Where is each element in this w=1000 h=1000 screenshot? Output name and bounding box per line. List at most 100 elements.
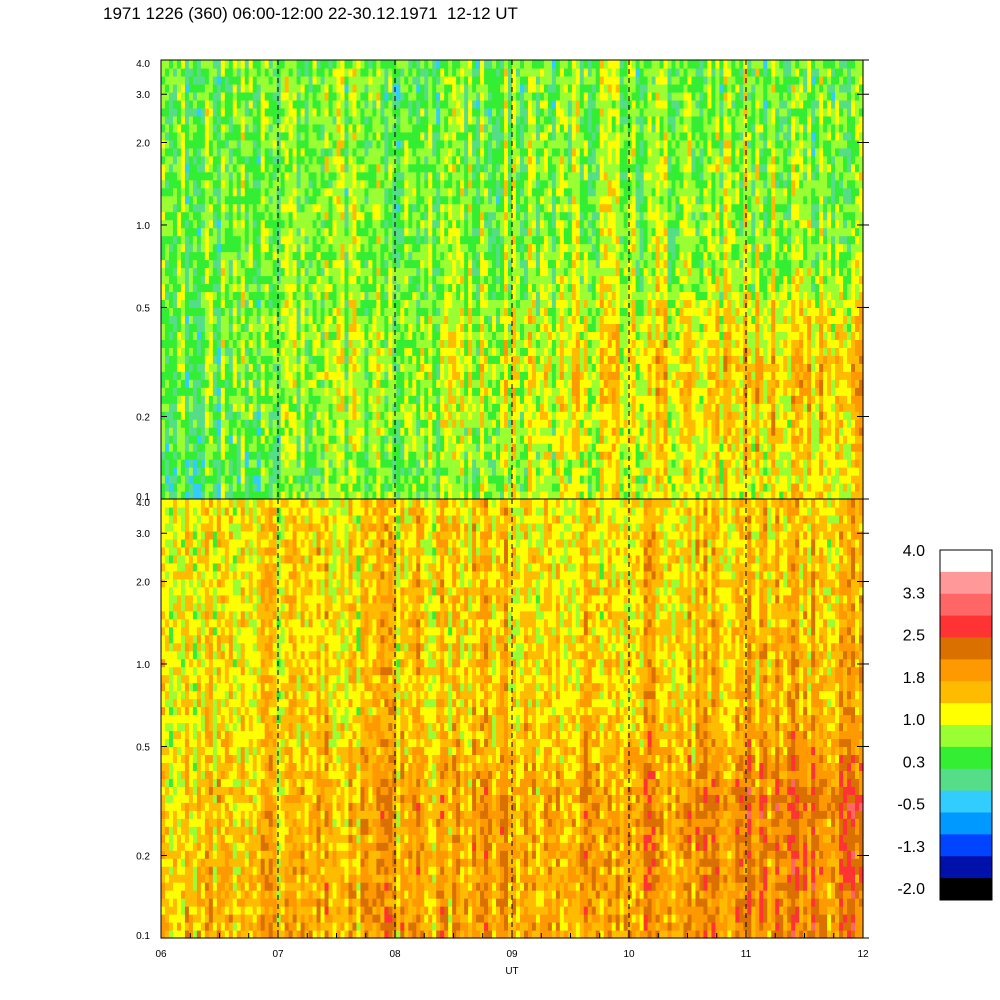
heatmap-cell: [380, 355, 385, 364]
heatmap-cell: [480, 107, 485, 117]
heatmap-cell: [404, 235, 409, 245]
heatmap-cell: [488, 451, 493, 460]
heatmap-cell: [480, 235, 485, 245]
heatmap-cell: [464, 75, 469, 85]
heatmap-cell: [412, 355, 417, 364]
heatmap-cell: [236, 99, 242, 109]
heatmap-cell: [312, 491, 318, 500]
heatmap-cell: [216, 435, 222, 444]
heatmap-cell: [212, 171, 218, 181]
heatmap-cell: [384, 211, 389, 221]
heatmap-cell: [316, 411, 322, 420]
heatmap-cell: [515, 75, 521, 85]
heatmap-cell: [212, 67, 218, 77]
heatmap-cell: [404, 60, 409, 69]
heatmap-cell: [508, 155, 513, 165]
heatmap-cell: [161, 251, 166, 261]
heatmap-cell: [256, 483, 262, 492]
heatmap-cell: [519, 315, 525, 324]
heatmap-cell: [296, 219, 302, 229]
heatmap-cell: [515, 275, 521, 285]
heatmap-cell: [396, 203, 401, 213]
heatmap-cell: [372, 363, 377, 372]
heatmap-cell: [240, 139, 246, 149]
heatmap-cell: [360, 443, 366, 452]
heatmap-cell: [420, 307, 425, 317]
heatmap-cell: [192, 427, 198, 436]
heatmap-cell: [172, 371, 178, 380]
heatmap-cell: [161, 459, 166, 468]
heatmap-cell: [220, 299, 226, 309]
heatmap-cell: [428, 419, 433, 428]
heatmap-cell: [188, 83, 194, 93]
heatmap-cell: [280, 139, 286, 149]
heatmap-cell: [460, 403, 465, 412]
heatmap-cell: [448, 291, 453, 301]
heatmap-cell: [364, 491, 370, 500]
heatmap-cell: [512, 355, 517, 364]
heatmap-cell: [284, 299, 290, 309]
heatmap-cell: [420, 363, 425, 372]
heatmap-cell: [344, 187, 350, 197]
heatmap-cell: [244, 291, 250, 301]
heatmap-cell: [480, 243, 485, 253]
heatmap-cell: [408, 227, 413, 237]
heatmap-cell: [496, 147, 501, 157]
heatmap-cell: [164, 227, 170, 237]
heatmap-cell: [184, 291, 190, 301]
heatmap-cell: [512, 83, 517, 93]
heatmap-cell: [248, 195, 254, 205]
heatmap-cell: [504, 99, 509, 109]
heatmap-cell: [452, 219, 457, 229]
heatmap-cell: [356, 475, 362, 484]
heatmap-cell: [260, 347, 266, 356]
heatmap-cell: [340, 139, 346, 149]
heatmap-cell: [412, 187, 417, 197]
heatmap-cell: [384, 491, 389, 500]
heatmap-cell: [360, 395, 366, 404]
heatmap-cell: [208, 283, 214, 293]
heatmap-cell: [400, 60, 405, 69]
heatmap-cell: [368, 459, 373, 468]
heatmap-cell: [384, 371, 389, 380]
heatmap-cell: [336, 123, 342, 133]
heatmap-cell: [416, 443, 421, 452]
heatmap-cell: [356, 275, 362, 285]
heatmap-cell: [232, 395, 238, 404]
heatmap-cell: [484, 459, 489, 468]
heatmap-cell: [436, 403, 441, 412]
heatmap-cell: [260, 443, 266, 452]
heatmap-cell: [176, 123, 182, 133]
heatmap-cell: [464, 251, 469, 261]
heatmap-cell: [236, 83, 242, 93]
heatmap-cell: [496, 123, 501, 133]
heatmap-cell: [504, 131, 509, 141]
heatmap-cell: [464, 179, 469, 189]
heatmap-cell: [280, 67, 286, 77]
heatmap-cell: [288, 443, 294, 452]
heatmap-cell: [400, 211, 405, 221]
heatmap-cell: [448, 379, 453, 388]
heatmap-cell: [432, 427, 437, 436]
heatmap-cell: [480, 179, 485, 189]
heatmap-cell: [336, 251, 342, 261]
heatmap-cell: [316, 475, 322, 484]
heatmap-cell: [512, 107, 517, 117]
heatmap-cell: [324, 60, 330, 69]
heatmap-cell: [476, 459, 481, 468]
heatmap-cell: [396, 475, 401, 484]
heatmap-cell: [492, 243, 497, 253]
heatmap-cell: [268, 435, 274, 444]
heatmap-cell: [224, 427, 230, 436]
heatmap-cell: [316, 291, 322, 301]
heatmap-cell: [276, 339, 282, 348]
heatmap-cell: [472, 83, 477, 93]
heatmap-cell: [440, 419, 445, 428]
heatmap-cell: [480, 435, 485, 444]
heatmap-cell: [448, 283, 453, 293]
heatmap-cell: [304, 435, 310, 444]
heatmap-cell: [256, 395, 262, 404]
heatmap-cell: [352, 339, 358, 348]
heatmap-cell: [212, 155, 218, 165]
heatmap-cell: [284, 67, 290, 77]
